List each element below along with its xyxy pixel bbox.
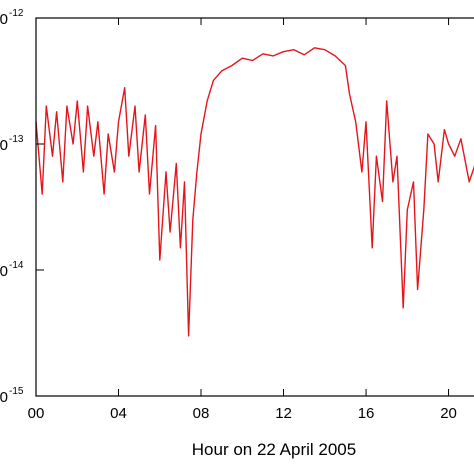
y-tick-label-3: 0 -15 (0, 386, 24, 406)
plot-series (35, 47, 474, 337)
y-tick-exponent-0: -12 (9, 8, 24, 19)
y-tick-base-1: 0 (0, 137, 8, 154)
x-tick-label-5: 20 (440, 405, 457, 422)
y-tick-exponent-1: -13 (9, 134, 24, 145)
y-tick-label-2: 0 -14 (0, 260, 24, 280)
y-tick-base-2: 0 (0, 263, 8, 280)
x-tick-labels: 00 04 08 12 16 20 (28, 405, 457, 422)
y-tick-exponent-2: -14 (9, 260, 24, 271)
x-tick-label-3: 12 (275, 405, 292, 422)
x-tick-label-1: 04 (110, 405, 127, 422)
y-tick-exponent-3: -15 (9, 386, 24, 397)
x-axis-title: Hour on 22 April 2005 (192, 440, 356, 459)
y-tick-label-0: 0 -12 (0, 8, 24, 28)
series-line-0 (35, 47, 474, 337)
plot-frame (35, 17, 474, 397)
tick-marks (35, 17, 450, 397)
y-tick-label-1: 0 -13 (0, 134, 24, 154)
y-tick-base-0: 0 (0, 11, 8, 28)
x-tick-label-0: 00 (28, 405, 45, 422)
x-tick-label-2: 08 (193, 405, 210, 422)
x-tick-label-4: 16 (358, 405, 375, 422)
y-tick-labels: 0 -120 -130 -140 -15 (0, 8, 24, 406)
y-tick-base-3: 0 (0, 389, 8, 406)
